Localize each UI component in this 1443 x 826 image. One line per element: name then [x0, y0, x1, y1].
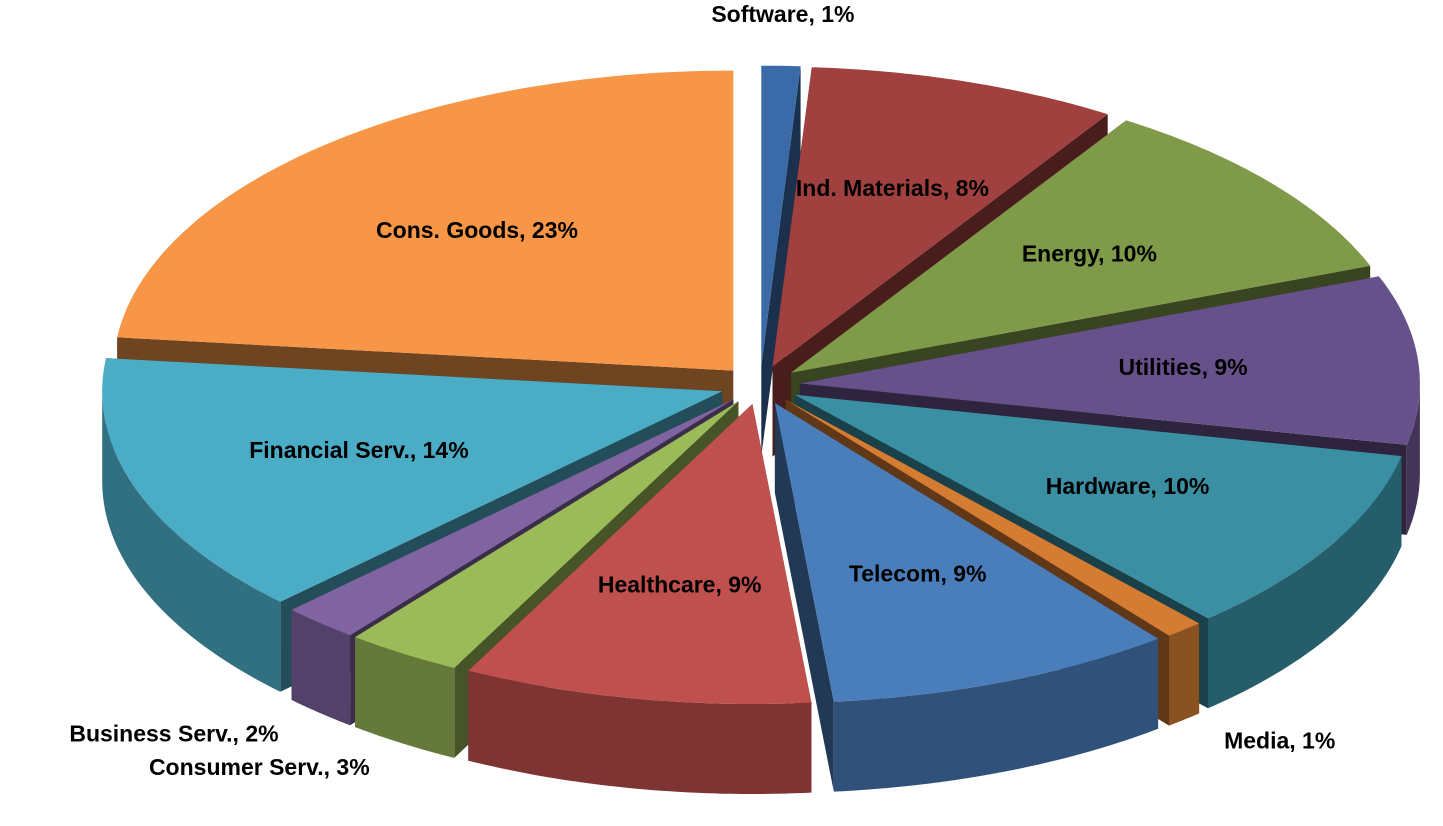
- slice-side: [833, 638, 1159, 792]
- data-label: Business Serv., 2%: [69, 720, 278, 746]
- slice-side: [102, 391, 281, 692]
- slice-wall: [761, 66, 801, 456]
- slice-side: [355, 637, 455, 758]
- slice-wall: [774, 403, 834, 792]
- data-label: Utilities, 9%: [1119, 354, 1248, 380]
- slice: [791, 120, 1371, 373]
- data-label: Consumer Serv., 3%: [149, 754, 370, 780]
- data-label: Hardware, 10%: [1046, 473, 1210, 499]
- data-label: Energy, 10%: [1022, 241, 1157, 267]
- slice-side: [1169, 623, 1200, 726]
- data-label: Financial Serv., 14%: [249, 437, 468, 463]
- data-label: Telecom, 9%: [849, 561, 987, 587]
- slice-side: [291, 609, 351, 726]
- slice: [117, 70, 734, 371]
- data-label: Media, 1%: [1224, 728, 1335, 754]
- slice-side: [468, 670, 812, 794]
- slice: [761, 65, 801, 366]
- data-label: Ind. Materials, 8%: [796, 175, 989, 201]
- data-label: Healthcare, 9%: [598, 572, 762, 598]
- slice-side: [1208, 456, 1402, 709]
- slice-side: [1406, 383, 1420, 535]
- data-label: Software, 1%: [711, 1, 854, 27]
- data-label: Cons. Goods, 23%: [376, 217, 578, 243]
- slice: [355, 401, 739, 668]
- slice: [799, 276, 1420, 445]
- slice: [102, 358, 723, 602]
- slice: [794, 394, 1402, 619]
- slice: [785, 399, 1200, 636]
- slice: [468, 404, 812, 704]
- slice: [291, 399, 734, 636]
- slice: [772, 67, 1108, 367]
- slice: [774, 403, 1159, 702]
